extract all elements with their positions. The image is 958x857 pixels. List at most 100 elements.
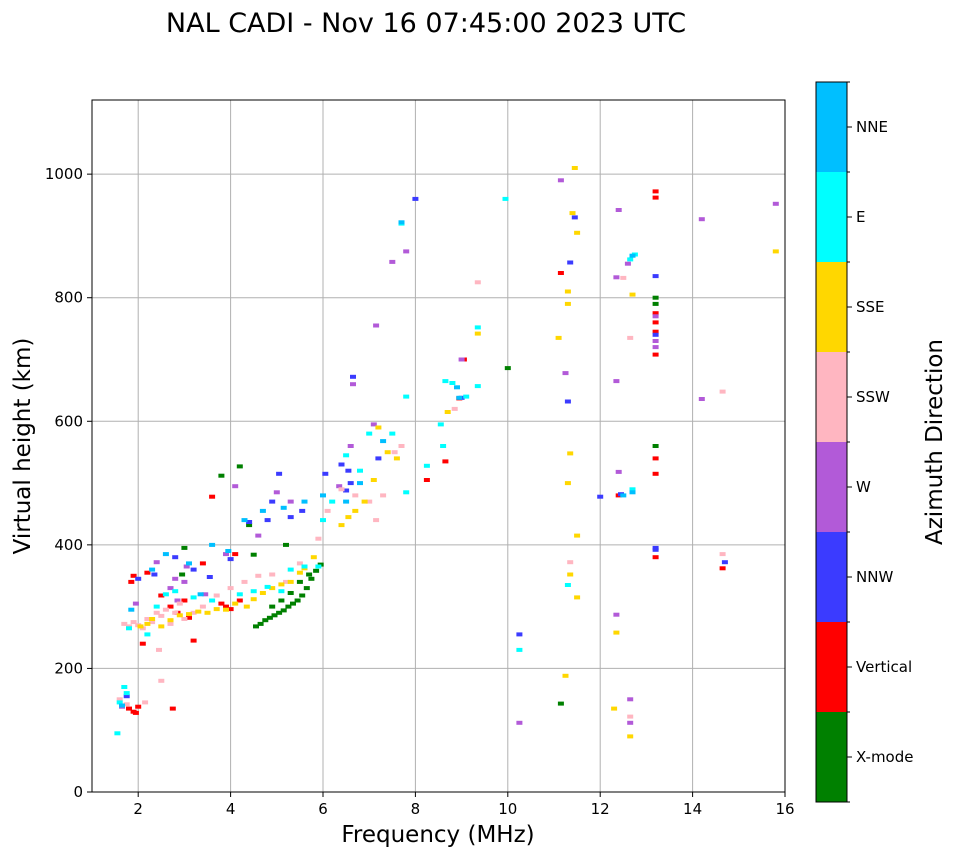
data-point bbox=[190, 595, 197, 600]
data-point bbox=[121, 621, 128, 626]
data-point bbox=[449, 381, 456, 385]
data-point bbox=[280, 608, 287, 613]
data-point bbox=[285, 604, 292, 609]
x-axis-ticks: 2 4 6 8 10 12 14 16 bbox=[133, 792, 795, 818]
x-axis-label: Frequency (MHz) bbox=[341, 822, 534, 848]
data-point bbox=[437, 422, 444, 427]
data-point bbox=[423, 463, 430, 468]
data-point bbox=[375, 456, 382, 461]
data-point bbox=[209, 598, 216, 603]
data-point bbox=[114, 731, 121, 736]
data-point bbox=[555, 335, 562, 340]
data-point bbox=[306, 572, 313, 577]
data-point bbox=[271, 613, 278, 618]
data-point bbox=[564, 583, 571, 587]
data-point bbox=[389, 259, 396, 264]
data-point bbox=[153, 610, 160, 615]
data-point bbox=[172, 555, 179, 560]
colorbar-swatch bbox=[816, 82, 847, 172]
data-point bbox=[227, 607, 234, 612]
data-point bbox=[162, 552, 169, 557]
data-point bbox=[571, 166, 578, 170]
data-point bbox=[158, 613, 165, 618]
data-point bbox=[442, 459, 449, 464]
data-point bbox=[620, 493, 627, 498]
colorbar-swatch bbox=[816, 262, 847, 352]
data-point bbox=[301, 499, 308, 504]
data-point bbox=[250, 597, 257, 602]
data-point bbox=[338, 523, 345, 528]
data-point bbox=[322, 471, 329, 476]
data-point bbox=[236, 464, 243, 469]
data-point bbox=[613, 379, 620, 384]
data-point bbox=[167, 586, 174, 591]
data-point bbox=[181, 617, 188, 621]
data-point bbox=[273, 490, 280, 495]
data-point bbox=[652, 345, 659, 350]
data-point bbox=[440, 444, 447, 448]
data-point bbox=[456, 395, 463, 400]
data-point bbox=[250, 552, 257, 557]
data-point bbox=[149, 617, 156, 621]
data-point bbox=[719, 566, 726, 571]
data-point bbox=[308, 576, 315, 581]
colorbar-tick-label: SSW bbox=[856, 388, 890, 406]
data-point bbox=[320, 518, 326, 523]
data-point bbox=[223, 607, 229, 612]
data-point bbox=[223, 604, 229, 609]
data-point bbox=[246, 520, 253, 524]
data-point bbox=[403, 249, 410, 254]
data-point bbox=[167, 618, 174, 623]
data-point bbox=[255, 533, 262, 538]
data-point bbox=[373, 323, 380, 328]
data-point bbox=[564, 481, 571, 486]
data-point bbox=[557, 701, 564, 706]
data-point bbox=[287, 499, 294, 504]
data-point bbox=[721, 560, 728, 565]
data-point bbox=[218, 601, 225, 606]
data-point bbox=[283, 579, 289, 584]
data-point bbox=[652, 329, 659, 334]
data-point bbox=[324, 508, 331, 513]
data-point bbox=[269, 499, 276, 504]
data-point bbox=[144, 570, 151, 575]
data-point bbox=[652, 352, 659, 357]
colorbar-swatch bbox=[816, 172, 847, 262]
data-point bbox=[458, 357, 465, 362]
data-point bbox=[162, 592, 169, 597]
colorbar-swatch bbox=[816, 352, 847, 442]
colorbar-tick-label: X-mode bbox=[856, 748, 913, 766]
colorbar-tick-label: NNE bbox=[856, 118, 888, 136]
data-point bbox=[772, 201, 779, 206]
data-point bbox=[389, 431, 396, 436]
colorbar-swatch bbox=[816, 532, 847, 622]
x-tick-label: 6 bbox=[318, 800, 328, 818]
data-point bbox=[186, 612, 192, 617]
data-point bbox=[375, 425, 382, 430]
x-tick-label: 10 bbox=[498, 800, 517, 818]
data-point bbox=[347, 444, 354, 448]
data-point bbox=[652, 295, 659, 300]
data-point bbox=[255, 573, 262, 578]
data-point bbox=[296, 570, 303, 575]
data-point bbox=[183, 564, 190, 569]
data-point bbox=[116, 700, 123, 705]
data-point bbox=[567, 260, 574, 265]
data-point bbox=[169, 706, 176, 711]
data-point bbox=[652, 189, 659, 194]
data-point bbox=[719, 389, 726, 394]
data-point bbox=[350, 374, 356, 379]
data-point bbox=[209, 494, 216, 499]
data-point bbox=[197, 592, 204, 597]
data-point bbox=[227, 586, 234, 591]
data-point bbox=[615, 208, 622, 212]
data-point bbox=[719, 552, 726, 557]
data-point bbox=[627, 335, 634, 340]
data-point bbox=[299, 508, 306, 513]
data-point bbox=[403, 490, 410, 495]
data-point bbox=[652, 555, 659, 560]
data-point bbox=[139, 641, 146, 646]
colorbar-swatch bbox=[816, 712, 847, 802]
data-point bbox=[176, 613, 183, 618]
